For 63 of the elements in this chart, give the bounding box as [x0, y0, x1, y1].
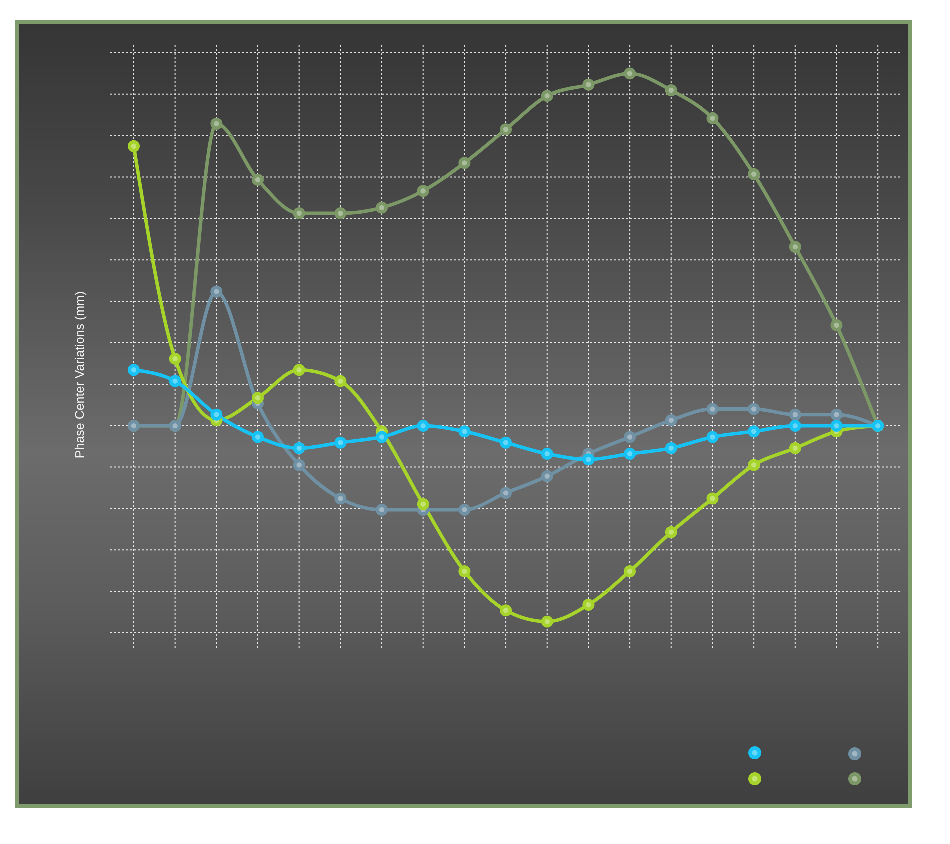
point: [293, 442, 306, 454]
point: [624, 448, 636, 460]
point: [210, 118, 223, 130]
y-axis-title: Phase Center Variations (mm): [73, 291, 87, 459]
point: [376, 202, 388, 214]
point: [748, 168, 760, 180]
point: [417, 185, 430, 198]
point: [169, 375, 182, 388]
point: [293, 208, 306, 220]
point: [624, 565, 636, 578]
point: [334, 436, 347, 449]
point: [458, 565, 471, 578]
point: [665, 84, 678, 96]
point: [128, 364, 140, 376]
point: [748, 459, 760, 472]
point: [500, 487, 512, 500]
point: [458, 157, 471, 170]
point: [252, 392, 264, 404]
point: [830, 420, 843, 432]
point: [624, 68, 636, 80]
point: [128, 140, 140, 152]
point: [417, 420, 430, 432]
point: [789, 420, 802, 432]
point: [376, 431, 388, 444]
point: [541, 90, 554, 102]
point: [210, 286, 223, 298]
point: [334, 208, 347, 220]
point: [830, 408, 843, 421]
point: [789, 408, 802, 421]
point: [706, 492, 719, 505]
point: [458, 426, 471, 438]
point: [541, 470, 554, 482]
point: [293, 459, 306, 472]
point: [665, 414, 678, 426]
point: [252, 174, 264, 186]
point: [706, 403, 719, 416]
point: [582, 599, 595, 612]
point: [334, 375, 347, 388]
point: [706, 112, 719, 124]
point: [169, 352, 182, 365]
point: [748, 403, 760, 416]
point: [789, 241, 802, 254]
point: [500, 604, 512, 617]
point: [541, 448, 554, 460]
point: [458, 504, 471, 516]
point: [582, 78, 595, 91]
point: [541, 616, 554, 628]
point: [334, 492, 347, 505]
point: [789, 442, 802, 454]
point: [830, 319, 843, 332]
point: [706, 431, 719, 444]
point: [210, 408, 223, 421]
point: [624, 431, 636, 444]
point: [665, 442, 678, 454]
point: [665, 526, 678, 538]
point: [376, 504, 388, 516]
point: [417, 498, 430, 510]
point: [293, 364, 306, 376]
point: [582, 454, 595, 466]
point: [252, 431, 264, 444]
point: [500, 436, 512, 449]
point: [500, 124, 512, 136]
point: [748, 426, 760, 438]
